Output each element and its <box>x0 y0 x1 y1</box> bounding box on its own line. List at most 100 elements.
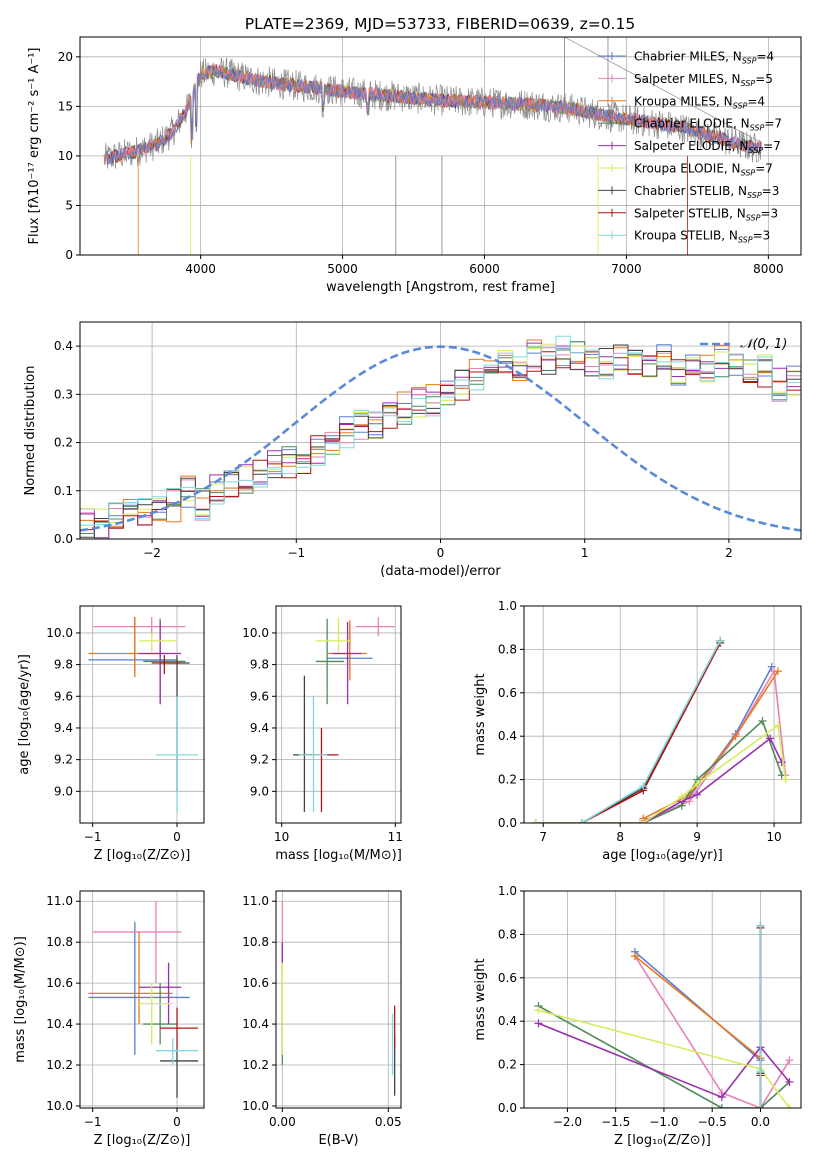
y-tick-label: 10.2 <box>46 1058 73 1072</box>
legend-text: Kroupa MILES, N <box>634 94 733 108</box>
x-tick-label: −1 <box>287 546 305 560</box>
x-tick-label: 0 <box>173 1115 181 1129</box>
legend-text: =4 <box>747 94 765 108</box>
normal-distribution-curve <box>80 345 801 532</box>
y-tick-label: 9.8 <box>250 658 269 672</box>
y-tick-label: 0 <box>65 248 73 262</box>
weight-point-marker <box>693 790 702 799</box>
model-spectrum-line <box>103 64 762 166</box>
y-tick-label: 10.2 <box>242 1058 269 1072</box>
mass_vs_ebv-panel: 0.00 0.05 10.0 10.2 10.4 10.6 10.8 11.0 E(B-V) <box>242 890 402 1148</box>
y-tick-label: 0.8 <box>498 642 517 656</box>
weight-point-marker <box>731 732 740 741</box>
legend-text: Chabrier STELIB, N <box>634 184 747 198</box>
errorbar-points <box>293 617 396 812</box>
weight-point-marker <box>630 952 639 961</box>
weight-series-line <box>634 951 762 1061</box>
weight-point-marker <box>785 1104 794 1108</box>
legend-subscript: SSP <box>733 101 748 110</box>
y-tick-label: 9.2 <box>250 753 269 767</box>
y-tick-label: 0.0 <box>54 532 73 546</box>
x-tick-label: −1.0 <box>649 1115 678 1129</box>
histogram-step-line <box>80 335 801 526</box>
y-tick-label: 0.6 <box>498 686 517 700</box>
legend-subscript: SSP <box>747 191 762 200</box>
y-tick-label: 10.6 <box>242 976 269 990</box>
axes-frame <box>275 890 402 1109</box>
errorbar-points <box>88 901 199 1098</box>
x-tick-label: 0.0 <box>751 1115 770 1129</box>
histogram-step-line <box>80 339 801 527</box>
legend-entry: 𝒩(0, 1) <box>740 337 787 352</box>
x-tick-label: 7 <box>539 830 547 844</box>
y-tick-label: 9.2 <box>54 753 73 767</box>
legend-text: =4 <box>756 50 774 64</box>
x-axis-label: Z [log₁₀(Z/Z⊙)] <box>614 1133 711 1148</box>
weight-point-marker <box>773 721 782 730</box>
x-tick-label: 1 <box>581 546 589 560</box>
y-axis-label: mass [log₁₀(M/M⊙)] <box>13 936 28 1063</box>
weight-point-marker <box>773 667 782 676</box>
y-tick-label: 9.8 <box>54 658 73 672</box>
weight-point-marker <box>534 1019 543 1028</box>
weight-lines <box>531 636 790 823</box>
legend-text: =7 <box>755 162 773 176</box>
legend-subscript: SSP <box>742 57 757 66</box>
y-tick-label: 11.0 <box>46 894 73 908</box>
weight-point-marker <box>577 819 586 823</box>
y-tick-label: 0.4 <box>54 339 73 353</box>
y-axis-label: Normed distribution <box>23 366 38 496</box>
x-tick-label: 9 <box>693 830 701 844</box>
y-tick-label: 0.8 <box>498 927 517 941</box>
x-tick-label: 0.00 <box>269 1115 296 1129</box>
legend-text: =3 <box>753 229 771 243</box>
legend-entry: Salpeter ELODIE, NSSP=7 <box>634 139 781 155</box>
y-tick-label: 0.2 <box>498 1058 517 1072</box>
x-tick-label: 8000 <box>753 262 784 276</box>
errorbar-points <box>88 617 199 812</box>
y-axis-label: mass weight <box>473 673 488 755</box>
x-tick-label: 0 <box>173 830 181 844</box>
x-tick-label: −0.5 <box>698 1115 727 1129</box>
weight-point-marker <box>777 758 786 767</box>
age_vs_mass-panel: 10 11 9.0 9.2 9.4 9.6 9.8 10.0 mass [log₁₀(M/M⊙)… <box>242 605 403 863</box>
y-tick-label: 10 <box>58 149 73 163</box>
legend-subscript: SSP <box>748 146 763 155</box>
x-tick-label: −1 <box>84 830 102 844</box>
weight-series-line <box>535 719 783 823</box>
legend-subscript: SSP <box>746 213 761 222</box>
x-tick-label: 0.05 <box>375 1115 402 1129</box>
legend-text: Salpeter MILES, N <box>634 72 741 86</box>
weight-point-marker <box>693 779 702 788</box>
legend-subscript: SSP <box>738 236 753 245</box>
weight-series-line <box>634 955 791 1108</box>
y-tick-label: 10.0 <box>242 626 269 640</box>
legend-entry: Kroupa STELIB, NSSP=3 <box>634 229 770 245</box>
axes-frame <box>275 605 402 824</box>
y-tick-label: 0.3 <box>54 387 73 401</box>
y-tick-label: 9.6 <box>250 689 269 703</box>
spectrum-lines <box>103 37 762 255</box>
weight-point-marker <box>785 1077 794 1086</box>
y-tick-label: 0.4 <box>498 729 517 743</box>
legend-text: =3 <box>760 206 778 220</box>
x-tick-label: 4000 <box>185 262 216 276</box>
x-axis-label: age [log₁₀(age/yr)] <box>602 848 723 863</box>
legend-text: Chabrier ELODIE, N <box>634 117 750 131</box>
x-tick-label: 10 <box>766 830 781 844</box>
y-tick-label: 9.4 <box>250 721 269 735</box>
y-tick-label: 9.0 <box>54 784 73 798</box>
legend-text: Salpeter ELODIE, N <box>634 139 748 153</box>
weight-series-line <box>538 1022 791 1099</box>
histogram-steps <box>80 335 801 539</box>
y-axis-label: age [log₁₀(age/yr)] <box>17 654 32 775</box>
y-tick-label: 0.6 <box>498 971 517 985</box>
histogram-step-line <box>80 344 801 538</box>
x-tick-label: −2.0 <box>553 1115 582 1129</box>
weight-point-marker <box>785 1056 794 1065</box>
y-tick-label: 10.4 <box>46 1017 73 1031</box>
weight-point-marker <box>717 1104 726 1108</box>
y-tick-label: 1.0 <box>498 884 517 898</box>
